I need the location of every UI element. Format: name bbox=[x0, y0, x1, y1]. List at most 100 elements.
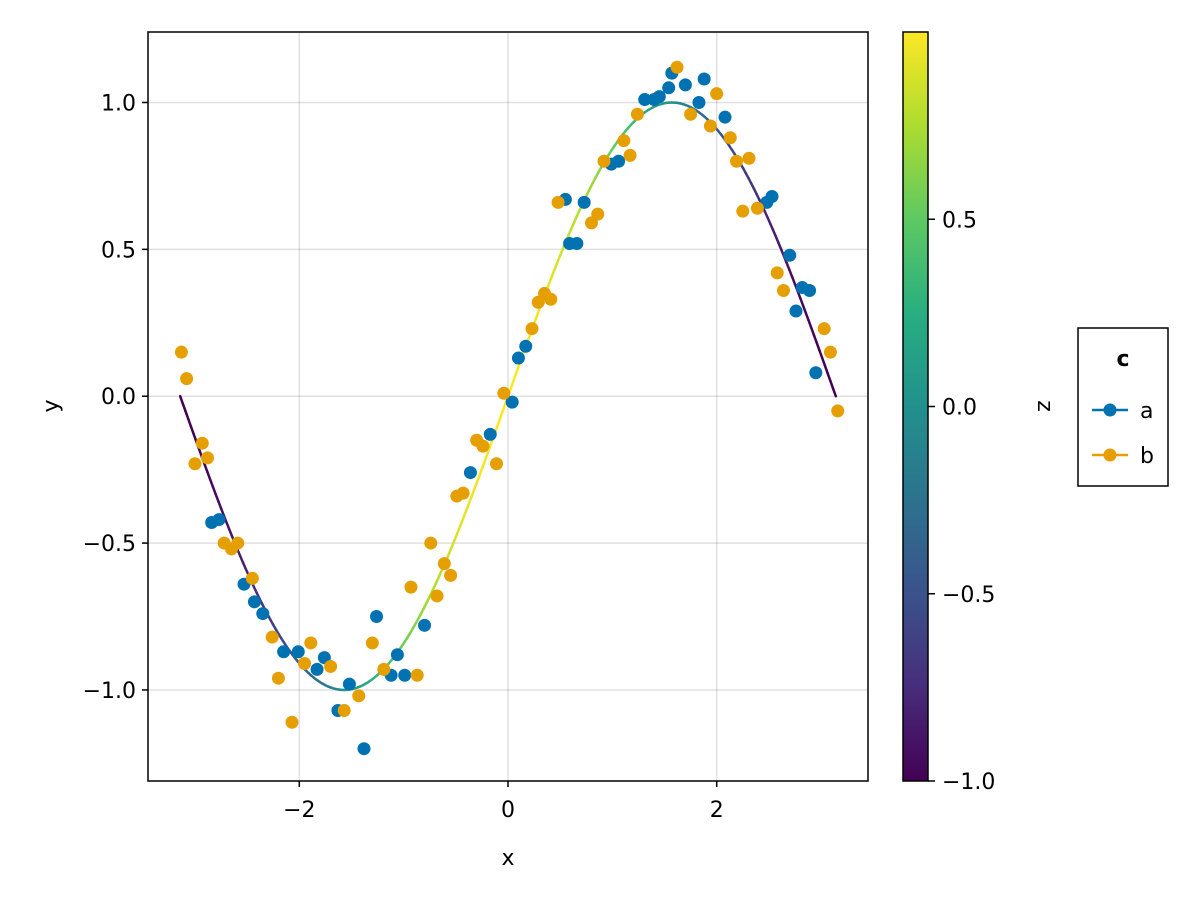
point-a bbox=[277, 645, 291, 659]
curve-segment bbox=[823, 364, 829, 375]
curve-segment bbox=[181, 402, 187, 413]
point-b bbox=[730, 154, 744, 168]
curve-segment bbox=[211, 485, 217, 496]
point-a bbox=[310, 662, 324, 676]
point-b bbox=[617, 134, 631, 148]
point-b bbox=[430, 589, 444, 603]
curve-segment bbox=[214, 493, 220, 503]
point-b bbox=[476, 439, 490, 453]
point-a bbox=[483, 427, 497, 441]
point-b bbox=[180, 372, 194, 386]
curve-segment bbox=[203, 463, 209, 474]
colorbar-tick-label: −0.5 bbox=[942, 583, 995, 608]
point-b bbox=[456, 486, 470, 500]
point-a bbox=[809, 366, 823, 380]
point-b bbox=[723, 131, 737, 145]
point-b bbox=[365, 636, 379, 650]
curve-segment bbox=[547, 275, 553, 286]
point-a bbox=[678, 78, 692, 92]
point-a bbox=[519, 339, 533, 353]
point-b bbox=[424, 536, 438, 550]
x-tick-label: 0 bbox=[501, 798, 515, 823]
x-tick-label: 2 bbox=[710, 798, 724, 823]
curve-segment bbox=[206, 470, 212, 481]
point-b bbox=[710, 87, 724, 101]
point-b bbox=[630, 107, 644, 121]
point-a bbox=[256, 607, 270, 621]
point-a bbox=[463, 466, 477, 480]
point-b bbox=[195, 436, 209, 450]
point-b bbox=[337, 704, 351, 718]
legend-frame bbox=[1077, 327, 1169, 487]
point-b bbox=[410, 668, 424, 682]
y-tick-label: 0.0 bbox=[101, 385, 136, 410]
point-b bbox=[444, 568, 458, 582]
point-a bbox=[511, 351, 525, 365]
point-a bbox=[662, 81, 676, 95]
point-b bbox=[591, 207, 605, 221]
point-b bbox=[623, 148, 637, 162]
curve-segment bbox=[790, 275, 797, 286]
curve-segment bbox=[829, 379, 835, 390]
point-a bbox=[390, 648, 404, 662]
point-a bbox=[398, 668, 412, 682]
curve-segment bbox=[807, 318, 813, 329]
point-a bbox=[612, 154, 626, 168]
point-a bbox=[765, 189, 779, 203]
point-b bbox=[742, 151, 756, 165]
curve-segment bbox=[463, 507, 469, 517]
point-b bbox=[265, 630, 279, 644]
point-b bbox=[597, 154, 611, 168]
curve-segment bbox=[219, 507, 226, 517]
curve-segment bbox=[512, 371, 518, 383]
curve-segment bbox=[178, 394, 185, 406]
point-a bbox=[789, 304, 803, 318]
curve-segment bbox=[831, 387, 838, 398]
curve-segment bbox=[501, 402, 507, 413]
point-a bbox=[342, 677, 356, 691]
scatter-points bbox=[174, 60, 845, 756]
curve-segment bbox=[479, 463, 485, 474]
point-b bbox=[490, 457, 504, 471]
point-b bbox=[670, 60, 684, 74]
curve-segment bbox=[804, 311, 810, 322]
x-axis-label: x bbox=[501, 846, 514, 871]
curve-segment bbox=[487, 440, 493, 451]
colorbar-tick-label: 0.5 bbox=[942, 208, 977, 233]
point-b bbox=[823, 345, 837, 359]
curve-segment bbox=[498, 410, 504, 421]
curve-segment bbox=[476, 470, 482, 481]
point-a bbox=[357, 742, 371, 756]
point-b bbox=[304, 636, 318, 650]
point-b bbox=[551, 195, 565, 209]
curve-segment bbox=[495, 418, 502, 429]
point-b bbox=[776, 283, 790, 297]
curve-segment bbox=[514, 364, 521, 375]
point-a bbox=[638, 93, 652, 107]
point-b bbox=[497, 386, 511, 400]
y-tick-label: −0.5 bbox=[83, 532, 136, 557]
curve-segment bbox=[799, 296, 805, 307]
curve-segment bbox=[189, 425, 196, 436]
legend-entry-a: a bbox=[1092, 399, 1153, 424]
point-b bbox=[245, 571, 259, 585]
point-b bbox=[750, 201, 764, 215]
colorbar-tick-label: −1.0 bbox=[942, 770, 995, 795]
curve-segment bbox=[809, 326, 816, 337]
colorbar-gradient bbox=[902, 31, 929, 782]
point-a bbox=[697, 72, 711, 86]
curve-segment bbox=[812, 333, 818, 344]
curve-segment bbox=[217, 500, 223, 510]
point-b bbox=[231, 536, 245, 550]
legend: c a b bbox=[1077, 327, 1169, 487]
point-b bbox=[437, 557, 451, 571]
legend-title: c bbox=[1116, 347, 1129, 372]
curve-segment bbox=[468, 493, 474, 503]
point-a bbox=[577, 195, 591, 209]
point-a bbox=[783, 248, 797, 262]
point-b bbox=[525, 322, 539, 336]
y-ticks: −1.0 −0.5 0.0 0.5 1.0 bbox=[83, 91, 148, 704]
curve-segment bbox=[471, 485, 477, 496]
point-b bbox=[200, 451, 214, 465]
colorbar-label: z bbox=[1032, 400, 1057, 412]
